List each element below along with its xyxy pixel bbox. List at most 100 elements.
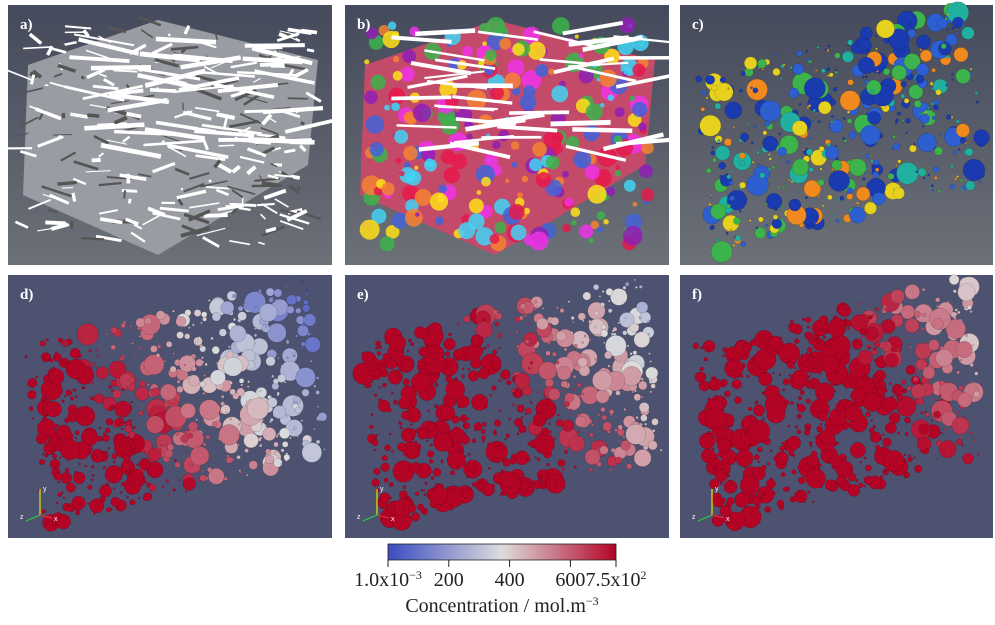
- fiber: [71, 34, 72, 36]
- sphere: [897, 84, 899, 86]
- sphere: [374, 468, 381, 475]
- sphere: [613, 333, 616, 336]
- sphere: [626, 464, 632, 470]
- sphere: [621, 440, 631, 450]
- sphere: [87, 502, 89, 504]
- sphere: [202, 470, 204, 472]
- sphere: [430, 444, 433, 447]
- sphere: [925, 111, 927, 113]
- sphere: [922, 313, 926, 317]
- sphere: [428, 397, 430, 399]
- tick-sup: 2: [641, 568, 647, 582]
- sphere: [28, 378, 37, 387]
- sphere: [492, 309, 497, 314]
- pore: [552, 132, 563, 143]
- sphere: [819, 464, 822, 467]
- sphere: [828, 45, 830, 47]
- sphere: [760, 496, 762, 498]
- sphere: [621, 434, 623, 436]
- sphere: [446, 380, 465, 399]
- fiber: [245, 45, 305, 46]
- pore: [632, 64, 645, 77]
- sphere: [192, 324, 194, 326]
- sphere: [482, 440, 485, 443]
- sphere: [757, 447, 762, 452]
- sphere: [705, 408, 726, 429]
- sphere: [840, 91, 860, 111]
- sphere: [837, 468, 840, 471]
- sphere: [634, 332, 650, 348]
- sphere: [701, 346, 704, 349]
- sphere: [820, 423, 822, 425]
- sphere: [66, 390, 72, 396]
- sphere: [615, 429, 618, 432]
- sphere: [302, 305, 310, 313]
- sphere: [892, 147, 894, 149]
- sphere: [835, 53, 841, 59]
- sphere: [279, 428, 290, 439]
- sphere: [865, 154, 870, 159]
- sphere: [120, 357, 124, 361]
- sphere: [739, 153, 745, 159]
- sphere: [765, 121, 770, 126]
- sphere: [735, 235, 741, 241]
- sphere: [190, 446, 209, 465]
- sphere: [937, 458, 939, 460]
- sphere: [277, 357, 279, 359]
- sphere: [860, 461, 862, 463]
- sphere: [956, 439, 962, 445]
- sphere: [105, 465, 123, 483]
- sphere: [798, 386, 802, 390]
- sphere: [651, 384, 656, 389]
- sphere: [752, 369, 754, 371]
- sphere: [556, 307, 558, 309]
- sphere: [602, 290, 604, 292]
- sphere: [897, 394, 903, 400]
- sphere: [868, 111, 881, 124]
- pore: [606, 187, 616, 197]
- sphere: [46, 443, 48, 445]
- sphere: [105, 428, 110, 433]
- sphere: [419, 347, 429, 357]
- sphere: [834, 195, 836, 197]
- sphere: [855, 340, 857, 342]
- sphere: [56, 502, 58, 504]
- sphere: [879, 404, 881, 406]
- pore: [370, 75, 385, 90]
- sphere: [79, 502, 82, 505]
- sphere: [920, 50, 932, 62]
- sphere: [709, 203, 711, 205]
- sphere: [418, 365, 422, 369]
- sphere: [885, 422, 896, 433]
- sphere: [806, 399, 811, 404]
- sphere: [371, 413, 373, 415]
- sphere: [282, 441, 288, 447]
- sphere: [537, 458, 540, 461]
- sphere: [79, 463, 81, 465]
- sphere: [93, 455, 97, 459]
- sphere: [778, 186, 780, 188]
- sphere: [825, 329, 829, 333]
- fiber: [257, 204, 275, 205]
- sphere: [649, 381, 652, 384]
- sphere: [609, 469, 611, 471]
- sphere: [81, 338, 84, 341]
- sphere: [323, 448, 325, 450]
- sphere: [203, 422, 205, 424]
- colorbar-tick-label: 400: [495, 569, 525, 591]
- sphere: [237, 455, 241, 459]
- sphere: [306, 289, 308, 291]
- sphere: [876, 20, 894, 38]
- sphere: [648, 441, 657, 450]
- sphere: [468, 368, 470, 370]
- sphere: [424, 494, 426, 496]
- sphere: [726, 426, 729, 429]
- pore: [403, 146, 417, 160]
- sphere: [956, 31, 958, 33]
- sphere: [728, 88, 730, 90]
- sphere: [177, 386, 184, 393]
- sphere: [739, 182, 745, 188]
- sphere: [469, 488, 472, 491]
- sphere: [857, 302, 859, 304]
- sphere: [965, 148, 973, 156]
